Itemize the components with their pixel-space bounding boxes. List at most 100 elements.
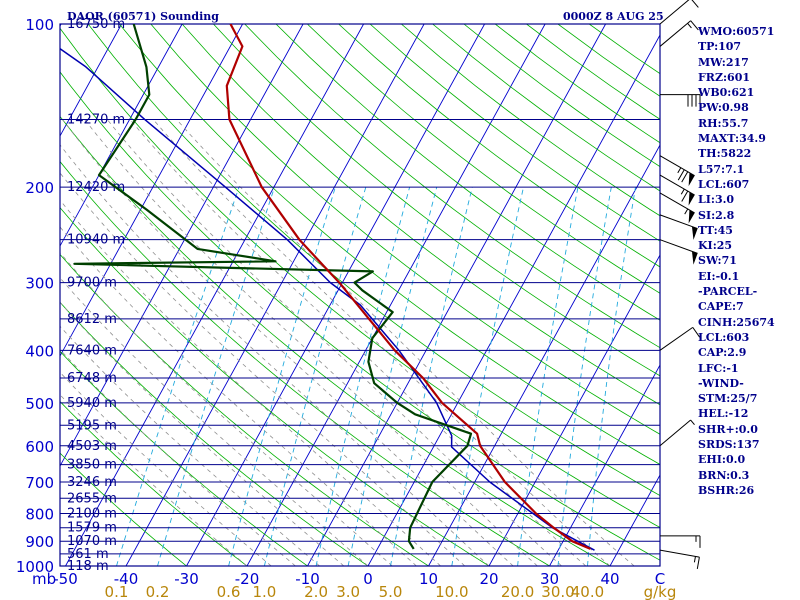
temperature-tick-label: 20 bbox=[479, 570, 498, 588]
wind-barb bbox=[659, 419, 695, 447]
moist-adiabat-line bbox=[60, 226, 417, 566]
mixing-ratio-line bbox=[116, 187, 240, 566]
isotherm-line bbox=[488, 254, 660, 566]
index-item: WB0:621 bbox=[698, 86, 755, 100]
pressure-tick-label: 100 bbox=[25, 16, 54, 34]
moist-adiabat-line bbox=[60, 277, 369, 566]
temperature-tick-label: 30 bbox=[540, 570, 559, 588]
pressure-tick-label: 500 bbox=[25, 395, 54, 413]
mixing-ratio-unit-label: g/kg bbox=[644, 583, 677, 600]
dry-adiabat-line bbox=[60, 27, 660, 528]
temperature-tick-label: 10 bbox=[419, 570, 438, 588]
index-item: MW:217 bbox=[698, 55, 749, 69]
wind-barb bbox=[659, 549, 700, 570]
mixing-ratio-tick-label: 0.6 bbox=[217, 583, 241, 600]
pressure-tick-label: 600 bbox=[25, 438, 54, 456]
temperature-tick-label: 40 bbox=[600, 570, 619, 588]
height-label: 5195 m bbox=[67, 418, 117, 433]
mixing-ratio-tick-label: 0.1 bbox=[105, 583, 129, 600]
temperature-unit-label: C bbox=[655, 570, 665, 588]
index-item: SI:2.8 bbox=[698, 208, 735, 222]
isotherm-line bbox=[246, 24, 546, 566]
wind-barb bbox=[660, 94, 701, 107]
pressure-tick-label: 800 bbox=[25, 505, 54, 523]
height-label: 6748 m bbox=[67, 371, 117, 386]
chart-title-station: DAOR (60571) Sounding bbox=[67, 10, 219, 23]
height-label: 3246 m bbox=[67, 475, 117, 490]
wind-barb bbox=[659, 155, 695, 187]
isotherm-line bbox=[549, 364, 660, 566]
height-label: 8612 m bbox=[67, 312, 117, 327]
mixing-ratio-line bbox=[451, 187, 524, 566]
index-item: LCL:603 bbox=[698, 330, 750, 344]
moist-adiabat-line bbox=[60, 252, 393, 566]
height-label: 1579 m bbox=[67, 521, 117, 536]
index-item: LI:3.0 bbox=[698, 193, 735, 207]
temperature-tick-label: 0 bbox=[363, 570, 373, 588]
pressure-tick-label: 400 bbox=[25, 342, 54, 360]
background-lines bbox=[60, 24, 660, 566]
temperature-line bbox=[225, 24, 591, 550]
height-label: 1070 m bbox=[67, 534, 117, 549]
wind-barb bbox=[659, 174, 695, 206]
stability-indices-list: WMO:60571 TP:107 MW:217 FRZ:601 WB0:621 PW:0.… bbox=[698, 24, 775, 498]
mixing-ratio-tick-label: 10.0 bbox=[435, 583, 468, 600]
moist-adiabat-line bbox=[60, 172, 466, 566]
isotherm-line bbox=[60, 24, 243, 357]
moist-adiabat-line bbox=[84, 119, 538, 566]
index-item: BRN:0.3 bbox=[698, 468, 750, 482]
mixing-ratio-tick-label: 30.0 bbox=[541, 583, 574, 600]
moist-adiabat-line bbox=[60, 199, 441, 566]
index-item: KI:25 bbox=[698, 239, 733, 253]
temperature-tick-label: -20 bbox=[235, 570, 260, 588]
pressure-tick-label: 900 bbox=[25, 533, 54, 551]
mixing-ratio-line bbox=[390, 187, 473, 566]
moist-adiabat-line bbox=[62, 119, 514, 566]
index-item: L57:7.1 bbox=[698, 162, 745, 176]
wind-barb bbox=[659, 214, 698, 240]
index-item: CAPE:7 bbox=[698, 300, 744, 314]
index-item: SRDS:137 bbox=[698, 438, 760, 452]
height-label: 5940 m bbox=[67, 396, 117, 411]
height-label: 118 m bbox=[67, 559, 109, 574]
index-item: LCL:607 bbox=[698, 177, 750, 191]
mixing-ratio-line bbox=[228, 187, 336, 566]
wind-barb bbox=[659, 192, 695, 224]
pressure-tick-label: 700 bbox=[25, 474, 54, 492]
isotherm-line bbox=[367, 34, 660, 566]
moist-adiabat-line bbox=[152, 119, 611, 566]
index-item: TT:45 bbox=[698, 223, 733, 237]
index-item: -PARCEL- bbox=[698, 285, 758, 299]
dewpoint-line bbox=[73, 24, 473, 550]
index-item: FRZ:601 bbox=[698, 70, 751, 84]
wind-barb bbox=[660, 535, 701, 548]
index-item: CAP:2.9 bbox=[698, 346, 747, 360]
mixing-ratio-line bbox=[263, 187, 367, 566]
index-item: HEL:-12 bbox=[698, 407, 749, 421]
moist-adiabat-line bbox=[60, 144, 490, 566]
isotherm-line bbox=[60, 24, 122, 137]
mixing-ratio-tick-label: 2.0 bbox=[304, 583, 328, 600]
isotherm-line bbox=[428, 144, 660, 566]
mixing-ratio-tick-label: 0.2 bbox=[146, 583, 170, 600]
mixing-ratio-tick-label: 40.0 bbox=[571, 583, 604, 600]
isotherm-line bbox=[307, 24, 606, 566]
pressure-tick-label: 300 bbox=[25, 275, 54, 293]
height-label: 561 m bbox=[67, 547, 109, 562]
index-item: CINH:25674 bbox=[698, 315, 775, 329]
height-label: 16750 m bbox=[67, 17, 125, 32]
height-label: 2100 m bbox=[67, 506, 117, 521]
index-item: MAXT:34.9 bbox=[698, 132, 766, 146]
index-item: WMO:60571 bbox=[698, 25, 775, 38]
wind-barb bbox=[659, 0, 699, 25]
mixing-ratio-tick-label: 5.0 bbox=[379, 583, 403, 600]
isotherm-line bbox=[60, 24, 183, 247]
height-label: 4503 m bbox=[67, 439, 117, 454]
temperature-tick-label: -50 bbox=[53, 570, 78, 588]
plot-frame bbox=[59, 23, 661, 567]
height-label: 2655 m bbox=[67, 491, 117, 506]
height-label: 9700 m bbox=[67, 276, 117, 291]
pressure-unit-label: mb bbox=[32, 570, 56, 588]
index-item: -WIND- bbox=[698, 376, 744, 390]
